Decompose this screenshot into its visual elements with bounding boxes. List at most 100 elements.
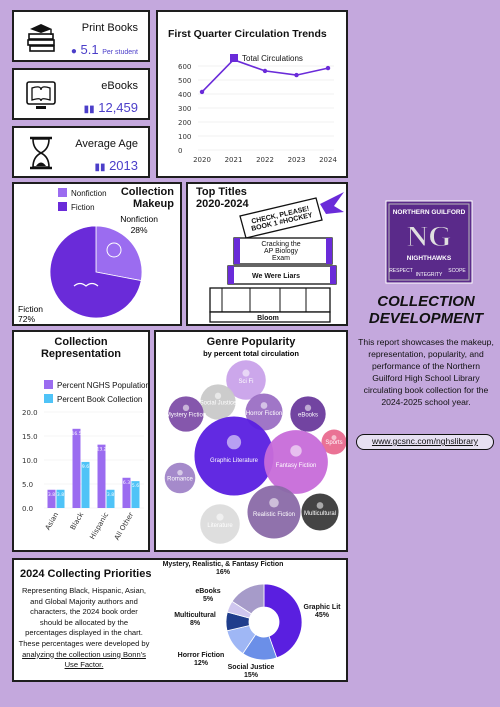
makeup-title-line1: Collection: [120, 186, 174, 198]
bar: [122, 477, 131, 508]
donut-label-social-justice: Social Justice 15%: [222, 664, 280, 680]
donut-label-multicultural: Multicultural 8%: [170, 612, 220, 628]
bonns-use-factor-link[interactable]: analyzing the collection using Bonn's Us…: [22, 649, 146, 670]
data-label: 3.8: [48, 492, 55, 498]
donut-label-name: Horror Fiction: [177, 652, 225, 659]
data-label: 16.5: [71, 431, 81, 437]
donut-label-pct: 16%: [215, 569, 230, 576]
bubble-chart: Sci Fi Social Justice Mystery Fiction Horro…: [164, 360, 346, 544]
book-spine-2: Cracking the AP Biology Exam: [233, 237, 333, 265]
stat-panel-average-age: Average Age ▮▮ 2013: [12, 126, 150, 178]
bar: [56, 489, 65, 508]
y-tick-label: 500: [178, 77, 191, 85]
bubble-label: Sci Fi: [239, 379, 254, 385]
book-title-3: We Were Liars: [252, 273, 300, 280]
open-book-icon: ▮▮: [94, 162, 106, 173]
logo-word-3: SCOPE: [448, 268, 466, 274]
x-tick-label: Black: [69, 510, 86, 531]
book-spine-3: We Were Liars: [227, 265, 337, 285]
nonfiction-pct: 28%: [130, 225, 148, 235]
collection-representation-panel: Collection Representation Percent NGHS P…: [12, 330, 150, 552]
bubble-mystery-fiction: Mystery Fiction: [166, 396, 206, 432]
open-book-icon: [73, 282, 99, 287]
data-point: [199, 89, 205, 95]
unicorn-icon: [290, 445, 302, 457]
line-chart: Total Circulations 600 500 400 300 200 100 0 202…: [178, 54, 337, 164]
legend-label: Percent Book Collection: [57, 395, 142, 404]
bubble: [200, 384, 236, 420]
bubble: [200, 504, 240, 544]
legend-label: Percent NGHS Population: [57, 381, 148, 390]
y-tick-label: 600: [178, 63, 191, 71]
bubble: [247, 485, 301, 539]
y-tick-label: 20.0: [22, 409, 38, 417]
x-tick-label: 2023: [288, 156, 306, 164]
intro-heading-line2: DEVELOPMENT: [368, 310, 484, 327]
donut-label-name: eBooks: [195, 588, 221, 595]
legend-label: Fiction: [71, 203, 95, 212]
stat-number: 5.1: [80, 42, 99, 57]
stat-number: 12,459: [98, 100, 138, 115]
hand-icon: [260, 402, 268, 409]
bar-chart: Percent NGHS Population Percent Book Coll…: [22, 380, 148, 542]
y-tick-label: 0: [178, 147, 182, 155]
pie-slice: [95, 225, 143, 282]
data-label: 5.6: [132, 483, 139, 489]
bubble: [301, 493, 339, 531]
stat-panel-ebooks: eBooks ▮▮ 12,459: [12, 68, 150, 120]
donut-slice: [231, 583, 265, 615]
book-stack-illustration: CHECK, PLEASE!BOOK 1 #HOCKEY Cracking th…: [209, 192, 344, 323]
stat-value: ▮▮ 2013: [94, 158, 138, 173]
donut-chart: [225, 583, 303, 661]
y-tick-label: 15.0: [22, 433, 38, 441]
donut-label-name: Multicultural: [174, 612, 216, 619]
heart-icon: [177, 469, 183, 476]
legend-label: Total Circulations: [242, 54, 303, 63]
y-tick-label: 10.0: [22, 457, 38, 465]
bubble: [321, 429, 346, 455]
stat-panel-print-books: Print Books ● 5.1 Per student: [12, 10, 150, 62]
top-titles-line2: 2020-2024: [196, 198, 249, 210]
data-label: 6.3: [123, 480, 130, 486]
legend-swatch: [44, 394, 53, 403]
top-titles-line1: Top Titles: [196, 186, 247, 198]
x-tick-label: 2024: [319, 156, 337, 164]
bubble: [164, 462, 196, 494]
intro-heading-line1: COLLECTION: [377, 293, 475, 310]
priorities-title: 2024 Collecting Priorities: [20, 568, 152, 580]
school-logo: NORTHERN GUILFORD NG NIGHTHAWKS RESPECT …: [385, 200, 473, 284]
bubble-romance: Romance: [164, 462, 196, 494]
data-label: 3.8: [57, 492, 64, 498]
bar: [97, 444, 106, 508]
data-point: [294, 72, 299, 78]
donut-label-name: Social Justice: [227, 664, 275, 671]
stat-label: Print Books: [81, 22, 138, 34]
legend-swatch: [58, 202, 67, 211]
legend-label: Nonfiction: [71, 189, 107, 198]
bubble-literature: Literature: [200, 504, 240, 544]
y-tick-label: 5.0: [22, 481, 33, 489]
y-tick-label: 0.0: [22, 505, 33, 513]
priorities-body: Representing Black, Hispanic, Asian, and…: [18, 586, 150, 671]
bubble-label: eBooks: [298, 413, 318, 419]
donut-label-pct: 8%: [189, 620, 201, 627]
stat-label: Average Age: [75, 138, 138, 150]
donut-label-graphic-lit: Graphic Lit 45%: [300, 604, 344, 620]
book-title-2: Cracking the AP Biology Exam: [261, 241, 300, 262]
open-book-icon: ▮▮: [83, 104, 95, 115]
stat-label: eBooks: [101, 80, 138, 92]
representation-title: Collection Representation: [14, 336, 148, 360]
bubble-label: Mystery Fiction: [166, 413, 206, 419]
pie-chart: Nonfiction Fiction: [49, 188, 143, 319]
logo-letters: NG: [407, 220, 452, 253]
website-link[interactable]: www.gcsnc.com/nghslibrary: [356, 434, 494, 450]
person-icon: ●: [70, 46, 77, 57]
nonfiction-label-text: Nonfiction: [120, 214, 158, 224]
bubble: [168, 396, 204, 432]
makeup-title: Collection Makeup: [121, 186, 174, 210]
y-tick-label: 300: [178, 105, 191, 113]
x-tick-label: 2020: [193, 156, 211, 164]
bubble-label: Social Justice: [200, 401, 237, 407]
data-label: 9.6: [82, 464, 89, 470]
genre-subtitle: by percent total circulation: [203, 349, 299, 358]
